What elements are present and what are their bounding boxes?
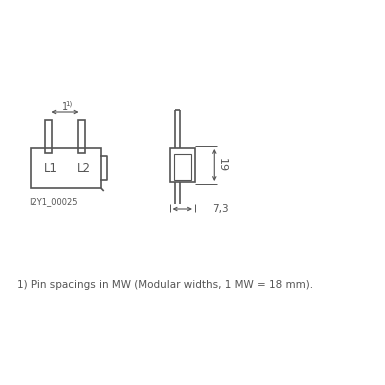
Text: L1: L1: [44, 161, 57, 174]
Bar: [174, 154, 191, 180]
Text: 1): 1): [65, 100, 72, 107]
Bar: [31, 148, 101, 188]
Text: 7,3: 7,3: [213, 204, 229, 214]
Bar: [77, 120, 85, 153]
Text: 19: 19: [217, 158, 227, 172]
Text: I2Y1_00025: I2Y1_00025: [29, 198, 78, 206]
Text: 1: 1: [62, 102, 68, 112]
Bar: [170, 148, 195, 182]
Bar: [45, 120, 52, 153]
Text: L2: L2: [77, 161, 91, 174]
Text: 1) Pin spacings in MW (Modular widths, 1 MW = 18 mm).: 1) Pin spacings in MW (Modular widths, 1…: [17, 280, 313, 290]
